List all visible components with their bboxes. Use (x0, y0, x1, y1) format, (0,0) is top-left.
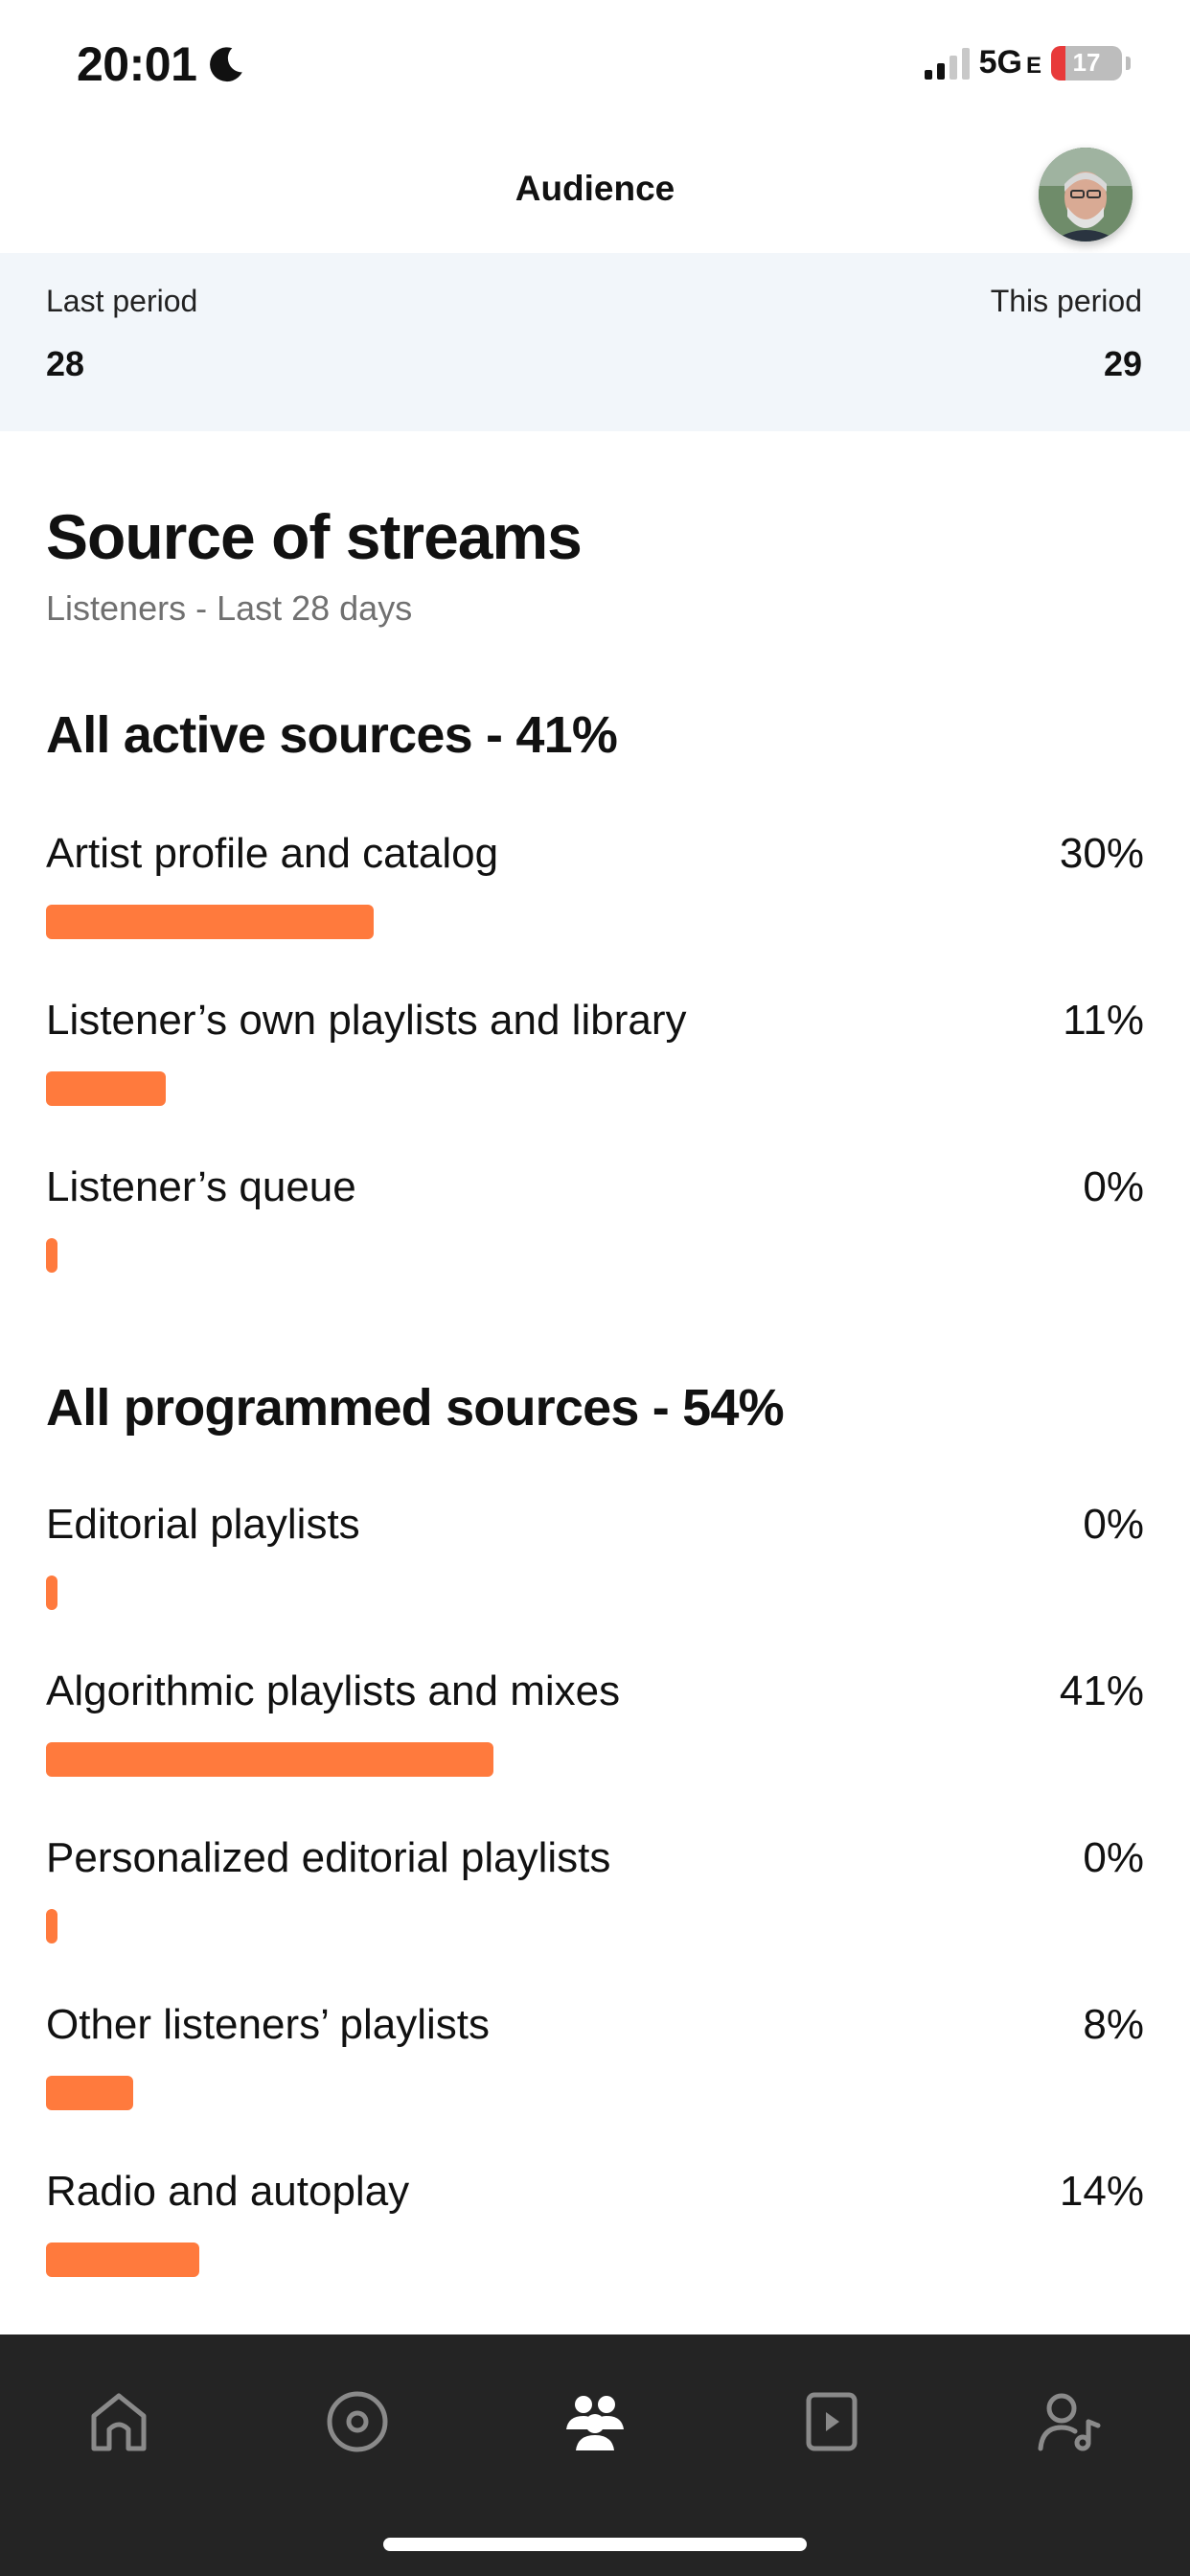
last-period-value: 28 (46, 344, 85, 383)
tab-video[interactable] (789, 2379, 875, 2465)
battery-level: 17 (1072, 48, 1101, 77)
source-label: Other listeners’ playlists (46, 2001, 490, 2048)
section-title: Source of streams (46, 501, 583, 572)
tab-audience[interactable] (552, 2379, 638, 2465)
this-period-value: 29 (1103, 344, 1142, 383)
last-period-label: Last period (46, 284, 198, 318)
period-comparison: Last period 28 This period 29 (0, 253, 1190, 431)
source-bar (46, 1742, 494, 1777)
active-sources-heading: All active sources - 41% (46, 706, 618, 764)
this-period: This period 29 (991, 284, 1142, 384)
signal-icon (924, 47, 970, 80)
source-bar (46, 2242, 199, 2277)
source-percent: 8% (1083, 2001, 1144, 2048)
home-indicator (383, 2538, 807, 2551)
programmed-sources-heading: All programmed sources - 54% (46, 1379, 785, 1437)
source-row-radio-autoplay[interactable]: Radio and autoplay 14% (46, 2168, 1144, 2277)
video-icon (806, 2392, 858, 2451)
source-percent: 30% (1059, 830, 1144, 877)
source-row-other-listeners[interactable]: Other listeners’ playlists 8% (46, 2001, 1144, 2110)
status-indicators: 5G E 17 (924, 44, 1131, 81)
battery-icon: 17 (1051, 45, 1122, 80)
source-bar (46, 2076, 134, 2110)
avatar-image (1039, 148, 1133, 242)
artist-profile-icon (1038, 2393, 1101, 2451)
source-row-personalized-editorial[interactable]: Personalized editorial playlists 0% (46, 1834, 1144, 1944)
tab-artist-profile[interactable] (1026, 2379, 1112, 2465)
last-period: Last period 28 (46, 284, 197, 384)
status-bar: 20:01 5G E 17 (0, 0, 1190, 134)
tab-home[interactable] (76, 2379, 162, 2465)
source-label: Artist profile and catalog (46, 830, 499, 877)
source-label: Personalized editorial playlists (46, 1834, 611, 1881)
avatar[interactable] (1039, 148, 1133, 242)
section-subtitle: Listeners - Last 28 days (46, 588, 413, 628)
source-percent: 41% (1059, 1668, 1144, 1714)
source-percent: 0% (1083, 1501, 1144, 1548)
source-bar (46, 1238, 57, 1273)
source-percent: 0% (1083, 1834, 1144, 1881)
source-label: Editorial playlists (46, 1501, 360, 1548)
source-percent: 0% (1083, 1163, 1144, 1210)
source-row-editorial[interactable]: Editorial playlists 0% (46, 1501, 1144, 1610)
tab-music[interactable] (314, 2379, 400, 2465)
source-bar (46, 905, 374, 939)
music-disc-icon (327, 2391, 388, 2452)
page-title: Audience (515, 169, 675, 208)
source-label: Radio and autoplay (46, 2168, 410, 2215)
network-label: 5G E (978, 44, 1041, 80)
source-bar (46, 1909, 57, 1944)
source-label: Algorithmic playlists and mixes (46, 1668, 621, 1714)
source-row-queue[interactable]: Listener’s queue 0% (46, 1163, 1144, 1273)
audience-icon (566, 2396, 624, 2450)
source-bar (46, 1576, 57, 1610)
this-period-label: This period (990, 284, 1142, 318)
source-label: Listener’s queue (46, 1163, 356, 1210)
moon-icon (210, 47, 243, 82)
source-row-algorithmic[interactable]: Algorithmic playlists and mixes 41% (46, 1668, 1144, 1777)
source-percent: 14% (1059, 2168, 1144, 2215)
status-time: 20:01 (77, 36, 246, 92)
source-label: Listener’s own playlists and library (46, 997, 687, 1044)
source-percent: 11% (1063, 997, 1144, 1044)
header: Audience (0, 134, 1190, 253)
tab-bar (0, 2334, 1190, 2576)
clock-text: 20:01 (77, 37, 197, 91)
source-row-own-playlists[interactable]: Listener’s own playlists and library 11% (46, 997, 1144, 1106)
source-row-artist-profile[interactable]: Artist profile and catalog 30% (46, 830, 1144, 939)
source-bar (46, 1071, 167, 1106)
home-icon (91, 2393, 147, 2451)
